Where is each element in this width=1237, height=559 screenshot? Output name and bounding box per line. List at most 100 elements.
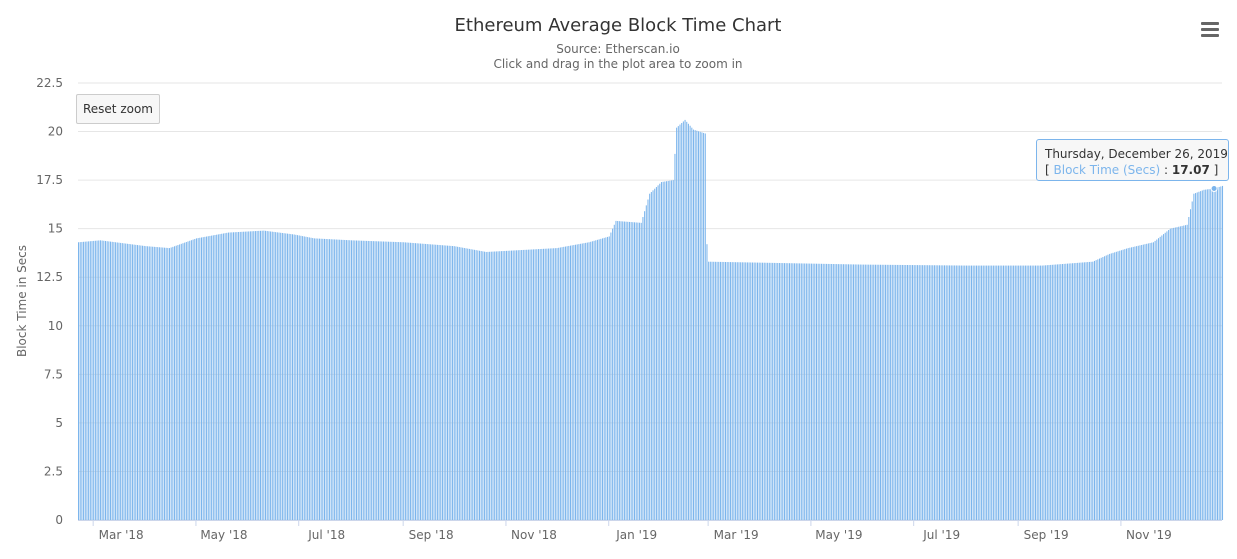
bar[interactable]	[721, 261, 723, 520]
bar[interactable]	[217, 234, 219, 520]
bar[interactable]	[384, 241, 386, 520]
bar[interactable]	[1077, 262, 1079, 520]
bar[interactable]	[925, 265, 927, 520]
bar[interactable]	[1157, 238, 1160, 521]
bar[interactable]	[524, 249, 526, 520]
bar[interactable]	[1004, 265, 1006, 520]
bar[interactable]	[564, 246, 566, 521]
bar[interactable]	[900, 264, 902, 520]
bar[interactable]	[640, 222, 642, 520]
bar[interactable]	[195, 238, 197, 520]
bar[interactable]	[664, 181, 666, 520]
bar[interactable]	[224, 233, 226, 521]
bar[interactable]	[322, 238, 324, 520]
bar[interactable]	[622, 221, 624, 520]
bar[interactable]	[96, 240, 98, 520]
bar[interactable]	[78, 242, 80, 521]
bar[interactable]	[295, 234, 297, 521]
bar[interactable]	[773, 262, 775, 520]
bar[interactable]	[817, 263, 819, 520]
bar[interactable]	[1210, 188, 1212, 521]
bar[interactable]	[708, 261, 710, 520]
bar[interactable]	[1058, 264, 1060, 520]
bar[interactable]	[753, 262, 755, 520]
bar[interactable]	[1191, 201, 1193, 520]
bar[interactable]	[381, 241, 383, 520]
bar[interactable]	[1213, 188, 1215, 521]
bar[interactable]	[452, 246, 454, 520]
bar[interactable]	[236, 232, 238, 520]
bar[interactable]	[1072, 263, 1074, 520]
bar[interactable]	[147, 246, 149, 520]
bar[interactable]	[687, 123, 689, 520]
bar[interactable]	[216, 234, 218, 520]
bar[interactable]	[1144, 244, 1146, 520]
bar[interactable]	[472, 249, 474, 520]
bar[interactable]	[411, 242, 413, 521]
bar[interactable]	[595, 240, 597, 520]
bar[interactable]	[605, 237, 607, 520]
bar[interactable]	[1215, 187, 1217, 520]
bar[interactable]	[420, 243, 422, 520]
bar[interactable]	[847, 264, 850, 520]
bar[interactable]	[756, 262, 759, 520]
bar[interactable]	[404, 242, 406, 520]
bar[interactable]	[1029, 265, 1031, 520]
bar[interactable]	[158, 247, 160, 520]
bar[interactable]	[332, 239, 334, 521]
bar[interactable]	[731, 262, 733, 520]
bar[interactable]	[495, 251, 497, 521]
bar[interactable]	[131, 244, 133, 521]
bar[interactable]	[79, 242, 81, 520]
bar[interactable]	[507, 250, 509, 521]
bar[interactable]	[933, 265, 935, 520]
bar[interactable]	[613, 224, 615, 520]
bar[interactable]	[263, 230, 265, 520]
bar[interactable]	[556, 248, 558, 521]
bar[interactable]	[441, 245, 443, 520]
bar[interactable]	[413, 243, 415, 520]
bar[interactable]	[1078, 262, 1080, 520]
bar[interactable]	[846, 264, 848, 520]
bar[interactable]	[350, 240, 352, 520]
bar[interactable]	[1107, 254, 1109, 520]
bar[interactable]	[436, 244, 438, 520]
bar[interactable]	[760, 262, 762, 520]
bar[interactable]	[1117, 251, 1119, 520]
bar[interactable]	[1053, 264, 1055, 520]
bar[interactable]	[1016, 265, 1018, 520]
bar[interactable]	[851, 264, 853, 520]
bar[interactable]	[768, 262, 770, 520]
bar[interactable]	[586, 242, 588, 520]
bar[interactable]	[248, 231, 250, 520]
bar[interactable]	[792, 263, 794, 520]
bar[interactable]	[499, 251, 501, 520]
bar[interactable]	[728, 262, 730, 520]
bar[interactable]	[539, 249, 541, 520]
bar[interactable]	[917, 265, 919, 520]
bar[interactable]	[617, 221, 619, 520]
bar[interactable]	[172, 246, 174, 520]
bar[interactable]	[871, 264, 873, 520]
bar[interactable]	[222, 233, 224, 520]
bar[interactable]	[1129, 247, 1131, 520]
bar[interactable]	[699, 131, 701, 521]
bar[interactable]	[1216, 187, 1218, 521]
bar[interactable]	[265, 230, 267, 520]
bar[interactable]	[532, 249, 534, 520]
bar[interactable]	[1028, 265, 1030, 520]
bar[interactable]	[709, 261, 711, 520]
bar[interactable]	[537, 249, 540, 520]
bar[interactable]	[187, 241, 189, 520]
bar[interactable]	[297, 235, 299, 520]
bar[interactable]	[347, 240, 349, 520]
bar[interactable]	[396, 242, 398, 521]
bar[interactable]	[126, 243, 128, 521]
bar[interactable]	[453, 246, 455, 520]
bar[interactable]	[977, 265, 979, 520]
bar[interactable]	[928, 265, 930, 520]
bar[interactable]	[443, 245, 445, 520]
bar[interactable]	[212, 235, 214, 521]
bar[interactable]	[684, 119, 686, 520]
bar[interactable]	[893, 264, 895, 520]
